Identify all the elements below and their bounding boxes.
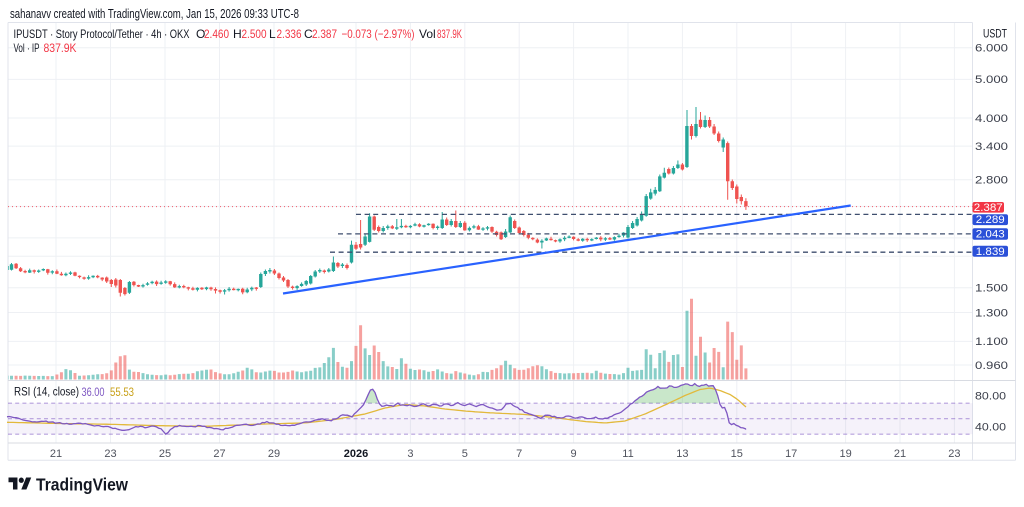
svg-text:5.000: 5.000 [975, 74, 1008, 86]
svg-text:2.460: 2.460 [204, 27, 229, 41]
svg-text:13: 13 [676, 448, 688, 460]
svg-text:2026: 2026 [344, 448, 368, 460]
svg-text:2.336: 2.336 [277, 27, 302, 41]
svg-text:TradingView: TradingView [36, 475, 128, 495]
svg-text:O: O [196, 27, 205, 41]
svg-text:2.387: 2.387 [312, 27, 337, 41]
svg-text:2.043: 2.043 [976, 229, 1005, 241]
svg-text:6.000: 6.000 [975, 43, 1008, 55]
svg-text:Vol: Vol [419, 27, 436, 41]
svg-text:2.289: 2.289 [976, 214, 1005, 226]
svg-text:1.100: 1.100 [975, 336, 1008, 348]
svg-text:9: 9 [571, 448, 577, 460]
svg-text:1.500: 1.500 [975, 283, 1008, 295]
svg-text:sahanavv created with TradingV: sahanavv created with TradingView.com, J… [10, 7, 299, 21]
svg-text:19: 19 [839, 448, 851, 460]
svg-text:−0.073 (−2.97%): −0.073 (−2.97%) [342, 27, 415, 41]
svg-text:1.300: 1.300 [975, 307, 1008, 319]
svg-text:3.400: 3.400 [975, 141, 1008, 153]
svg-text:80.00: 80.00 [975, 390, 1006, 402]
svg-text:2.500: 2.500 [242, 27, 267, 41]
svg-text:837.9K: 837.9K [44, 41, 77, 55]
svg-text:36.00: 36.00 [82, 387, 105, 399]
svg-text:0.960: 0.960 [975, 360, 1008, 372]
svg-text:C: C [304, 27, 313, 41]
svg-text:40.00: 40.00 [975, 421, 1006, 433]
svg-text:1.839: 1.839 [976, 246, 1005, 258]
svg-text:4.000: 4.000 [975, 113, 1008, 125]
svg-text:25: 25 [159, 448, 171, 460]
svg-text:3: 3 [407, 448, 413, 460]
svg-text:55.53: 55.53 [110, 387, 134, 399]
svg-text:2.387: 2.387 [974, 202, 1003, 214]
svg-text:H: H [233, 27, 242, 41]
svg-text:837.9K: 837.9K [437, 27, 462, 41]
svg-text:L: L [269, 27, 276, 41]
svg-text:15: 15 [731, 448, 743, 460]
svg-text:29: 29 [268, 448, 280, 460]
svg-text:11: 11 [622, 448, 633, 460]
svg-text:21: 21 [50, 448, 62, 460]
svg-text:21: 21 [894, 448, 906, 460]
svg-text:Vol · IP: Vol · IP [14, 41, 40, 55]
svg-text:USDT: USDT [983, 29, 1007, 41]
svg-text:23: 23 [104, 448, 116, 460]
svg-text:27: 27 [213, 448, 225, 460]
svg-text:17: 17 [785, 448, 797, 460]
svg-text:IPUSDT · Story Protocol/Tether: IPUSDT · Story Protocol/Tether · 4h · OK… [14, 27, 190, 41]
svg-text:5: 5 [462, 448, 468, 460]
svg-text:RSI (14, close): RSI (14, close) [14, 387, 79, 399]
svg-text:2.800: 2.800 [975, 175, 1008, 187]
svg-text:7: 7 [516, 448, 522, 460]
svg-text:23: 23 [948, 448, 960, 460]
